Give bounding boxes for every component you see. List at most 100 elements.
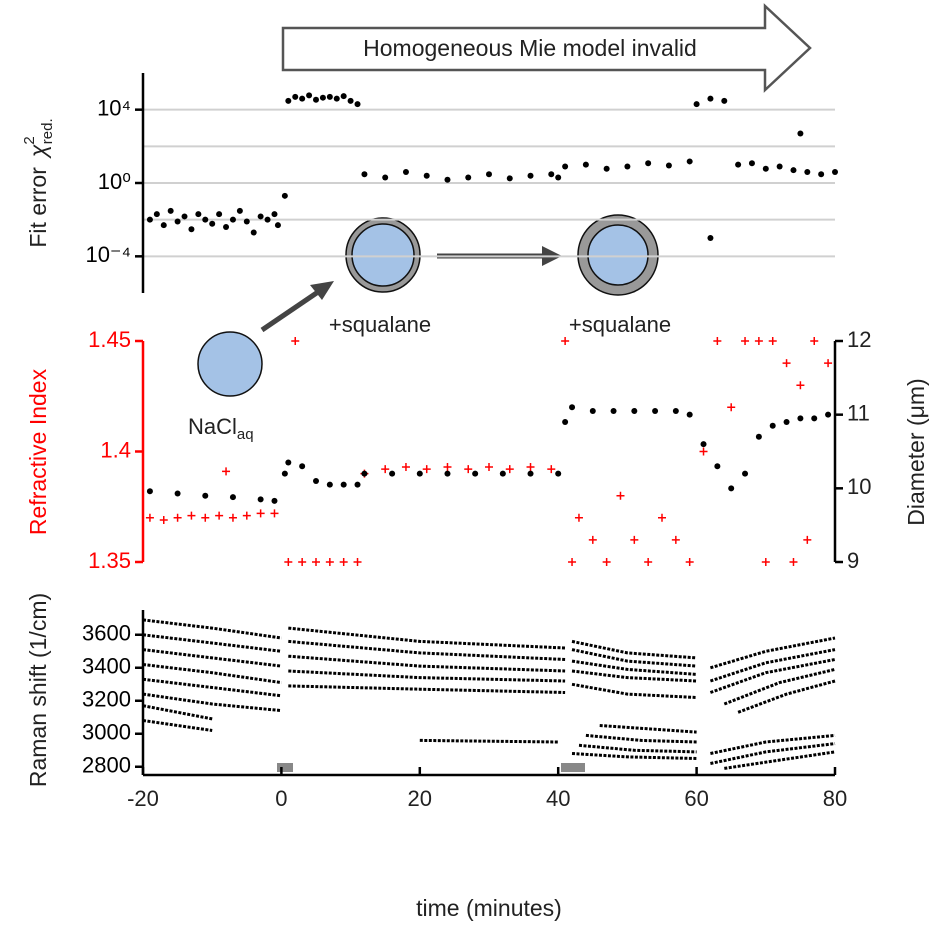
- point: [145, 513, 154, 522]
- point: [610, 407, 617, 414]
- point: [824, 359, 833, 368]
- point: [527, 172, 534, 179]
- point: [818, 171, 825, 178]
- point: [789, 558, 798, 566]
- point: [313, 96, 319, 103]
- point: [285, 459, 292, 466]
- point: [671, 535, 680, 544]
- point: [257, 213, 264, 220]
- point: [700, 441, 707, 448]
- banner-arrow: [281, 3, 812, 93]
- raman-line: [737, 679, 836, 714]
- point: [347, 97, 354, 104]
- y-axis-title-symbol: χ: [25, 144, 51, 159]
- arrow-head: [310, 281, 334, 300]
- point: [825, 411, 832, 418]
- y2-tick-label: 10: [847, 474, 871, 499]
- point: [555, 470, 562, 477]
- raman-line: [585, 733, 697, 744]
- point: [686, 158, 693, 165]
- point: [361, 171, 368, 178]
- point: [652, 407, 659, 414]
- point: [527, 470, 534, 477]
- droplet-core: [351, 223, 415, 287]
- point: [707, 95, 714, 102]
- raman-line: [288, 626, 566, 650]
- point: [790, 167, 797, 174]
- point: [202, 492, 209, 499]
- point: [811, 415, 818, 422]
- point: [616, 491, 625, 500]
- droplet-core: [587, 224, 649, 286]
- point: [631, 407, 638, 414]
- point: [167, 207, 174, 214]
- point: [209, 220, 216, 227]
- point: [713, 337, 722, 345]
- point: [568, 558, 577, 566]
- point: [465, 174, 472, 181]
- point: [547, 465, 556, 474]
- point: [195, 211, 202, 218]
- raman-line: [709, 648, 836, 683]
- droplet-nacl: [197, 331, 263, 397]
- point: [353, 558, 362, 566]
- point: [783, 419, 790, 426]
- raman-line: [709, 636, 836, 670]
- point: [741, 337, 750, 345]
- raman-line: [578, 743, 697, 754]
- point: [256, 509, 265, 518]
- point: [603, 165, 610, 172]
- point: [727, 403, 736, 412]
- banner-text: Homogeneous Mie model invalid: [363, 35, 697, 61]
- point: [769, 422, 776, 429]
- point: [340, 93, 347, 100]
- y2-tick-label: 11: [847, 400, 870, 425]
- point: [354, 481, 361, 488]
- point: [443, 462, 452, 471]
- x-tick-label: 80: [823, 786, 847, 811]
- y-tick-label: 10⁻⁴: [85, 242, 131, 267]
- point: [624, 163, 631, 170]
- point: [699, 447, 708, 456]
- point: [382, 174, 389, 181]
- point: [548, 171, 555, 178]
- raman-line: [142, 618, 282, 640]
- point: [313, 477, 319, 484]
- raman-line: [571, 648, 697, 668]
- raman-line: [723, 667, 836, 706]
- point: [216, 211, 223, 218]
- x-tick-label: 0: [275, 786, 287, 811]
- point: [422, 465, 431, 474]
- y-tick-label: 3000: [82, 720, 131, 745]
- point: [146, 488, 153, 495]
- y-tick-label: 1.4: [100, 437, 131, 462]
- point: [714, 463, 721, 470]
- point: [721, 97, 728, 104]
- raman-line: [142, 648, 282, 668]
- y-axis-title: Raman shift (1/cm): [25, 593, 51, 787]
- annotation: NaClaq: [188, 414, 254, 443]
- point: [243, 218, 250, 225]
- raman-line: [142, 663, 282, 685]
- raman-line: [142, 692, 282, 713]
- point: [444, 470, 451, 477]
- point: [685, 558, 694, 566]
- point: [306, 92, 313, 99]
- y-tick-label: 3400: [82, 654, 131, 679]
- point: [188, 226, 195, 233]
- raman-line: [288, 669, 566, 683]
- point: [810, 337, 819, 345]
- x-tick-label: -20: [127, 786, 159, 811]
- point: [271, 211, 278, 218]
- y-tick-label: 10⁰: [98, 169, 131, 194]
- point: [264, 216, 271, 223]
- raman-line: [571, 752, 697, 760]
- point: [832, 168, 838, 175]
- point: [803, 535, 812, 544]
- point: [223, 223, 230, 230]
- point: [506, 175, 513, 182]
- addition-marker: [277, 763, 293, 772]
- point: [423, 172, 430, 179]
- y-tick-label: 1.35: [88, 548, 131, 573]
